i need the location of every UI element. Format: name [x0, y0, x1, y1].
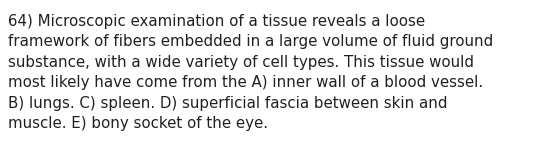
Text: 64) Microscopic examination of a tissue reveals a loose
framework of fibers embe: 64) Microscopic examination of a tissue … — [8, 14, 493, 131]
